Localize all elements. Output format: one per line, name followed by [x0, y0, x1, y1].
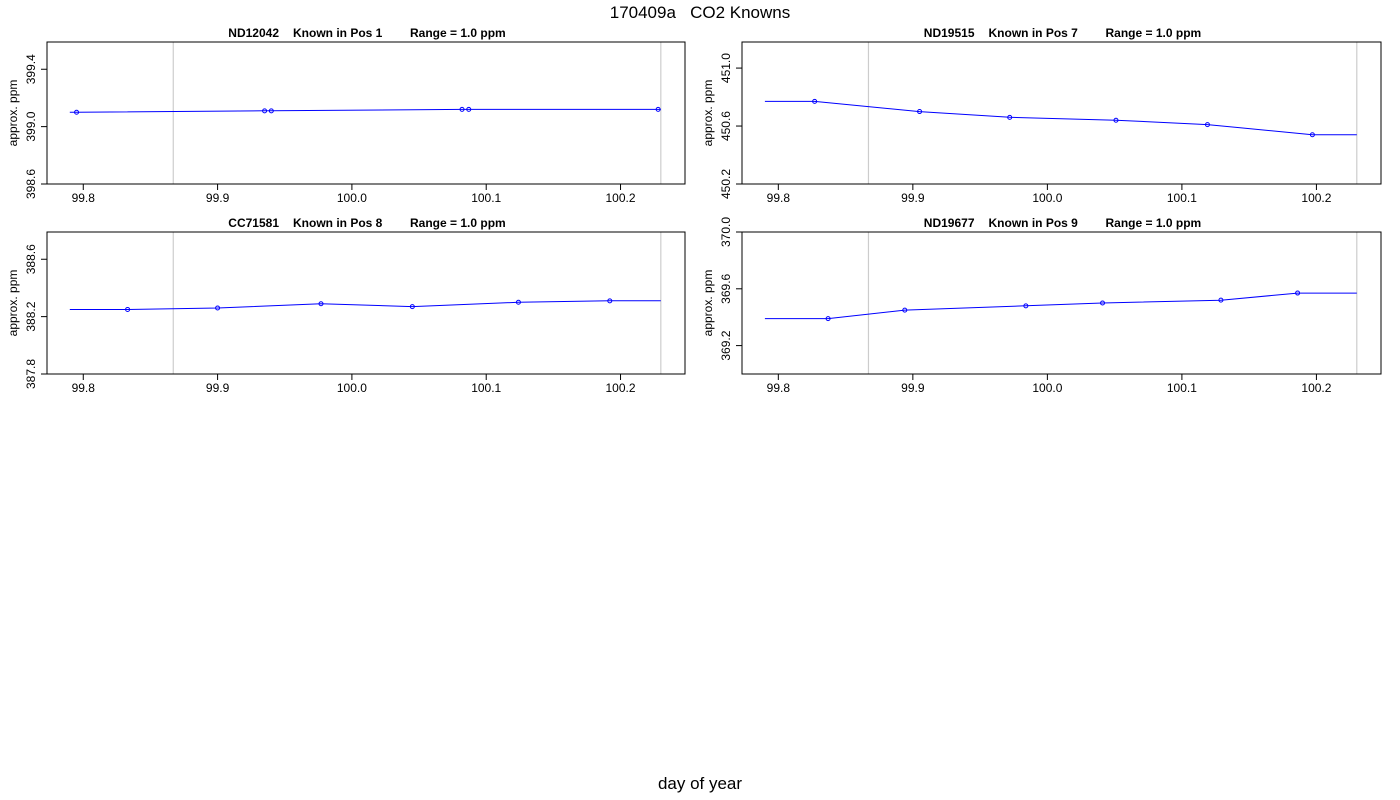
x-tick-label: 100.2 — [606, 381, 636, 395]
x-tick-label: 100.0 — [1032, 191, 1062, 205]
y-tick-label: 450.6 — [719, 111, 733, 141]
chart-panel-3: CC71581 Known in Pos 8 Range = 1.0 ppm 99.8… — [6, 216, 686, 395]
x-tick-label: 100.0 — [337, 381, 367, 395]
panel-title-position: Known in Pos 8 — [293, 216, 383, 230]
panel-title-id: ND19515 — [924, 26, 975, 40]
data-point — [1309, 132, 1315, 138]
x-tick-label: 100.2 — [1301, 381, 1331, 395]
y-tick-label: 387.8 — [24, 359, 38, 389]
y-tick-label: 369.2 — [719, 330, 733, 360]
data-point — [318, 301, 324, 307]
chart-panel-2: ND19515 Known in Pos 7 Range = 1.0 ppm 99.8… — [701, 26, 1382, 205]
panel-title-id: ND19677 — [924, 216, 975, 230]
panel-title-position: Known in Pos 7 — [989, 26, 1079, 40]
y-tick-label: 399.0 — [24, 111, 38, 141]
chart-panel-4: ND19677 Known in Pos 9 Range = 1.0 ppm 99.8… — [701, 216, 1382, 395]
panel-title-range: Range = 1.0 ppm — [410, 216, 506, 230]
data-point — [655, 106, 661, 112]
x-axis-title: day of year — [657, 774, 743, 793]
y-tick-label: 388.6 — [24, 244, 38, 274]
y-tick-label: 370.0 — [719, 217, 733, 247]
panel-title-range: Range = 1.0 ppm — [410, 26, 506, 40]
data-point — [1204, 122, 1210, 128]
data-point — [917, 109, 923, 115]
series-line — [69, 300, 661, 310]
data-point — [459, 106, 465, 112]
data-point — [1007, 114, 1013, 120]
x-tick-label: 99.9 — [206, 381, 230, 395]
series-line — [69, 108, 661, 113]
panel-title-id: ND12042 — [228, 26, 279, 40]
y-axis-label: approx. ppm — [6, 80, 20, 147]
series-line — [764, 292, 1357, 320]
chart-main-title: 170409a CO2 Knowns — [609, 3, 791, 22]
plot-frame — [46, 41, 686, 185]
x-tick-label: 99.8 — [72, 191, 96, 205]
data-point — [1218, 297, 1224, 303]
y-tick-label: 450.2 — [719, 169, 733, 199]
panel-title-position: Known in Pos 9 — [989, 216, 1079, 230]
panel-title-range: Range = 1.0 ppm — [1106, 216, 1202, 230]
data-point — [902, 307, 908, 313]
y-axis-label: approx. ppm — [701, 270, 715, 337]
data-point — [409, 304, 415, 310]
data-point — [74, 109, 80, 115]
chart-panel-1: ND12042 Known in Pos 1 Range = 1.0 ppm 99.8… — [6, 26, 686, 205]
x-tick-label: 99.8 — [767, 191, 791, 205]
plot-frame — [741, 231, 1382, 375]
panel-title-position: Known in Pos 1 — [293, 26, 383, 40]
data-point — [215, 305, 221, 311]
y-axis-label: approx. ppm — [701, 80, 715, 147]
data-point — [1295, 290, 1301, 296]
data-point — [466, 106, 472, 112]
x-tick-label: 100.0 — [1032, 381, 1062, 395]
panel-title-range: Range = 1.0 ppm — [1106, 26, 1202, 40]
x-tick-label: 99.9 — [206, 191, 230, 205]
x-tick-label: 100.2 — [1301, 191, 1331, 205]
plot-frame — [741, 41, 1382, 185]
y-tick-label: 399.4 — [24, 54, 38, 84]
data-point — [1023, 303, 1029, 309]
data-point — [268, 108, 274, 114]
series-line — [764, 100, 1357, 136]
data-point — [262, 108, 268, 114]
panel-title-id: CC71581 — [228, 216, 279, 230]
x-tick-label: 99.9 — [901, 381, 925, 395]
data-point — [812, 98, 818, 104]
data-point — [515, 299, 521, 305]
x-tick-label: 100.1 — [471, 381, 501, 395]
y-tick-label: 451.0 — [719, 53, 733, 83]
x-tick-label: 100.1 — [1167, 381, 1197, 395]
y-axis-label: approx. ppm — [6, 270, 20, 337]
data-point — [125, 306, 131, 312]
x-tick-label: 99.9 — [901, 191, 925, 205]
y-tick-label: 369.6 — [719, 273, 733, 303]
data-point — [607, 298, 613, 304]
x-tick-label: 99.8 — [767, 381, 791, 395]
x-tick-label: 100.0 — [337, 191, 367, 205]
x-tick-label: 100.1 — [471, 191, 501, 205]
y-tick-label: 398.6 — [24, 169, 38, 199]
plot-frame — [46, 231, 686, 375]
y-tick-label: 388.2 — [24, 301, 38, 331]
data-point — [1113, 117, 1119, 123]
x-tick-label: 100.2 — [606, 191, 636, 205]
data-point — [1100, 300, 1106, 306]
data-point — [825, 316, 831, 322]
x-tick-label: 100.1 — [1167, 191, 1197, 205]
x-tick-label: 99.8 — [72, 381, 96, 395]
